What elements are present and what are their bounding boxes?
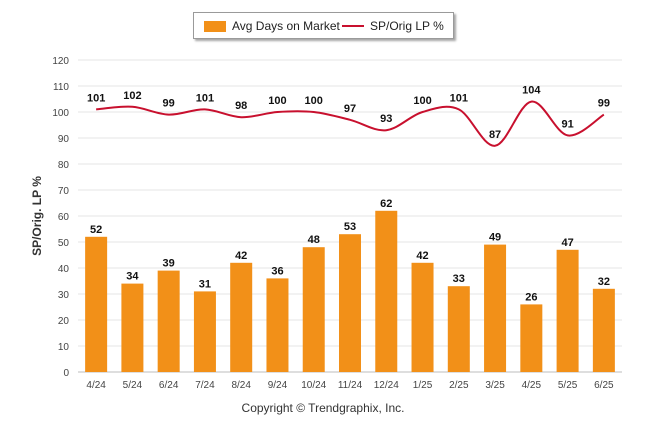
y-tick-label: 20 [58, 316, 70, 327]
bar-value-label: 42 [235, 250, 247, 262]
bar-value-label: 36 [271, 265, 283, 277]
bar [592, 288, 615, 372]
y-tick-label: 50 [58, 238, 70, 249]
bar [193, 291, 216, 372]
line-value-label: 99 [163, 98, 175, 110]
x-tick-label: 6/25 [594, 380, 614, 391]
line-value-label: 101 [196, 92, 214, 104]
bar [556, 249, 579, 372]
bar [484, 244, 507, 372]
bar-value-label: 32 [598, 276, 610, 288]
bar-value-label: 48 [308, 234, 320, 246]
legend-line-swatch [342, 25, 364, 27]
line-value-label: 100 [413, 95, 431, 107]
y-axis-title: SP/Orig. LP % [30, 176, 44, 256]
bar [121, 283, 144, 372]
x-tick-label: 5/25 [558, 380, 578, 391]
bar [339, 234, 361, 372]
bar-value-label: 26 [525, 291, 537, 303]
bar-value-label: 52 [90, 224, 102, 236]
legend-item-bars: Avg Days on Market [204, 19, 340, 33]
legend-bar-label: Avg Days on Market [232, 19, 340, 33]
x-tick-label: 9/24 [268, 380, 288, 391]
y-tick-label: 100 [52, 108, 69, 119]
y-tick-label: 30 [58, 290, 70, 301]
y-tick-label: 70 [58, 186, 70, 197]
y-tick-label: 60 [58, 212, 70, 223]
bar-value-label: 62 [380, 198, 392, 210]
bar [302, 247, 325, 372]
bar-value-label: 34 [126, 271, 139, 283]
x-tick-label: 2/25 [449, 380, 469, 391]
bar [85, 236, 108, 372]
x-tick-label: 6/24 [159, 380, 179, 391]
line-value-label: 93 [380, 113, 392, 125]
x-tick-label: 4/24 [86, 380, 106, 391]
bar-value-label: 33 [453, 273, 465, 285]
line-value-label: 100 [305, 95, 323, 107]
line-value-label: 100 [268, 95, 286, 107]
legend-bar-swatch [204, 20, 226, 32]
y-tick-label: 40 [58, 264, 70, 275]
x-tick-label: 11/24 [338, 380, 363, 391]
line-value-label: 101 [450, 92, 468, 104]
x-tick-label: 12/24 [374, 380, 399, 391]
y-tick-label: 120 [52, 56, 69, 67]
y-tick-label: 110 [53, 82, 69, 93]
bar-value-label: 31 [199, 278, 211, 290]
bar [266, 278, 289, 372]
chart-legend: Avg Days on Market SP/Orig LP % [193, 12, 454, 39]
x-tick-label: 7/24 [195, 380, 215, 391]
bar-value-label: 53 [344, 221, 356, 233]
bar-value-label: 47 [561, 237, 573, 249]
line-value-label: 102 [123, 90, 141, 102]
bar [411, 262, 434, 372]
bar-value-label: 42 [416, 250, 428, 262]
line-value-label: 87 [489, 129, 501, 141]
y-tick-label: 80 [58, 160, 70, 171]
legend-item-line: SP/Orig LP % [342, 19, 444, 33]
bar [447, 286, 470, 372]
bar [230, 262, 253, 372]
y-tick-label: 10 [58, 342, 70, 353]
line-value-label: 97 [344, 103, 356, 115]
legend-line-label: SP/Orig LP % [370, 19, 444, 33]
x-tick-label: 1/25 [413, 380, 433, 391]
x-tick-label: 10/24 [301, 380, 326, 391]
bar [157, 270, 180, 372]
x-tick-label: 8/24 [231, 380, 251, 391]
x-tick-label: 3/25 [485, 380, 505, 391]
bar-value-label: 39 [163, 258, 175, 270]
copyright-footer: Copyright © Trendgraphix, Inc. [241, 401, 405, 415]
line-value-label: 98 [235, 100, 247, 112]
bar [375, 210, 398, 372]
bar-value-label: 49 [489, 232, 501, 244]
y-tick-label: 90 [58, 134, 70, 145]
x-tick-label: 5/24 [123, 380, 143, 391]
line-value-label: 99 [598, 98, 610, 110]
x-tick-label: 4/25 [522, 380, 542, 391]
line-value-label: 101 [87, 92, 105, 104]
bar [520, 304, 543, 372]
line-value-label: 104 [522, 85, 541, 97]
y-tick-label: 0 [63, 368, 69, 379]
line-value-label: 91 [561, 118, 573, 130]
line-series-sp-orig-lp [96, 100, 605, 147]
